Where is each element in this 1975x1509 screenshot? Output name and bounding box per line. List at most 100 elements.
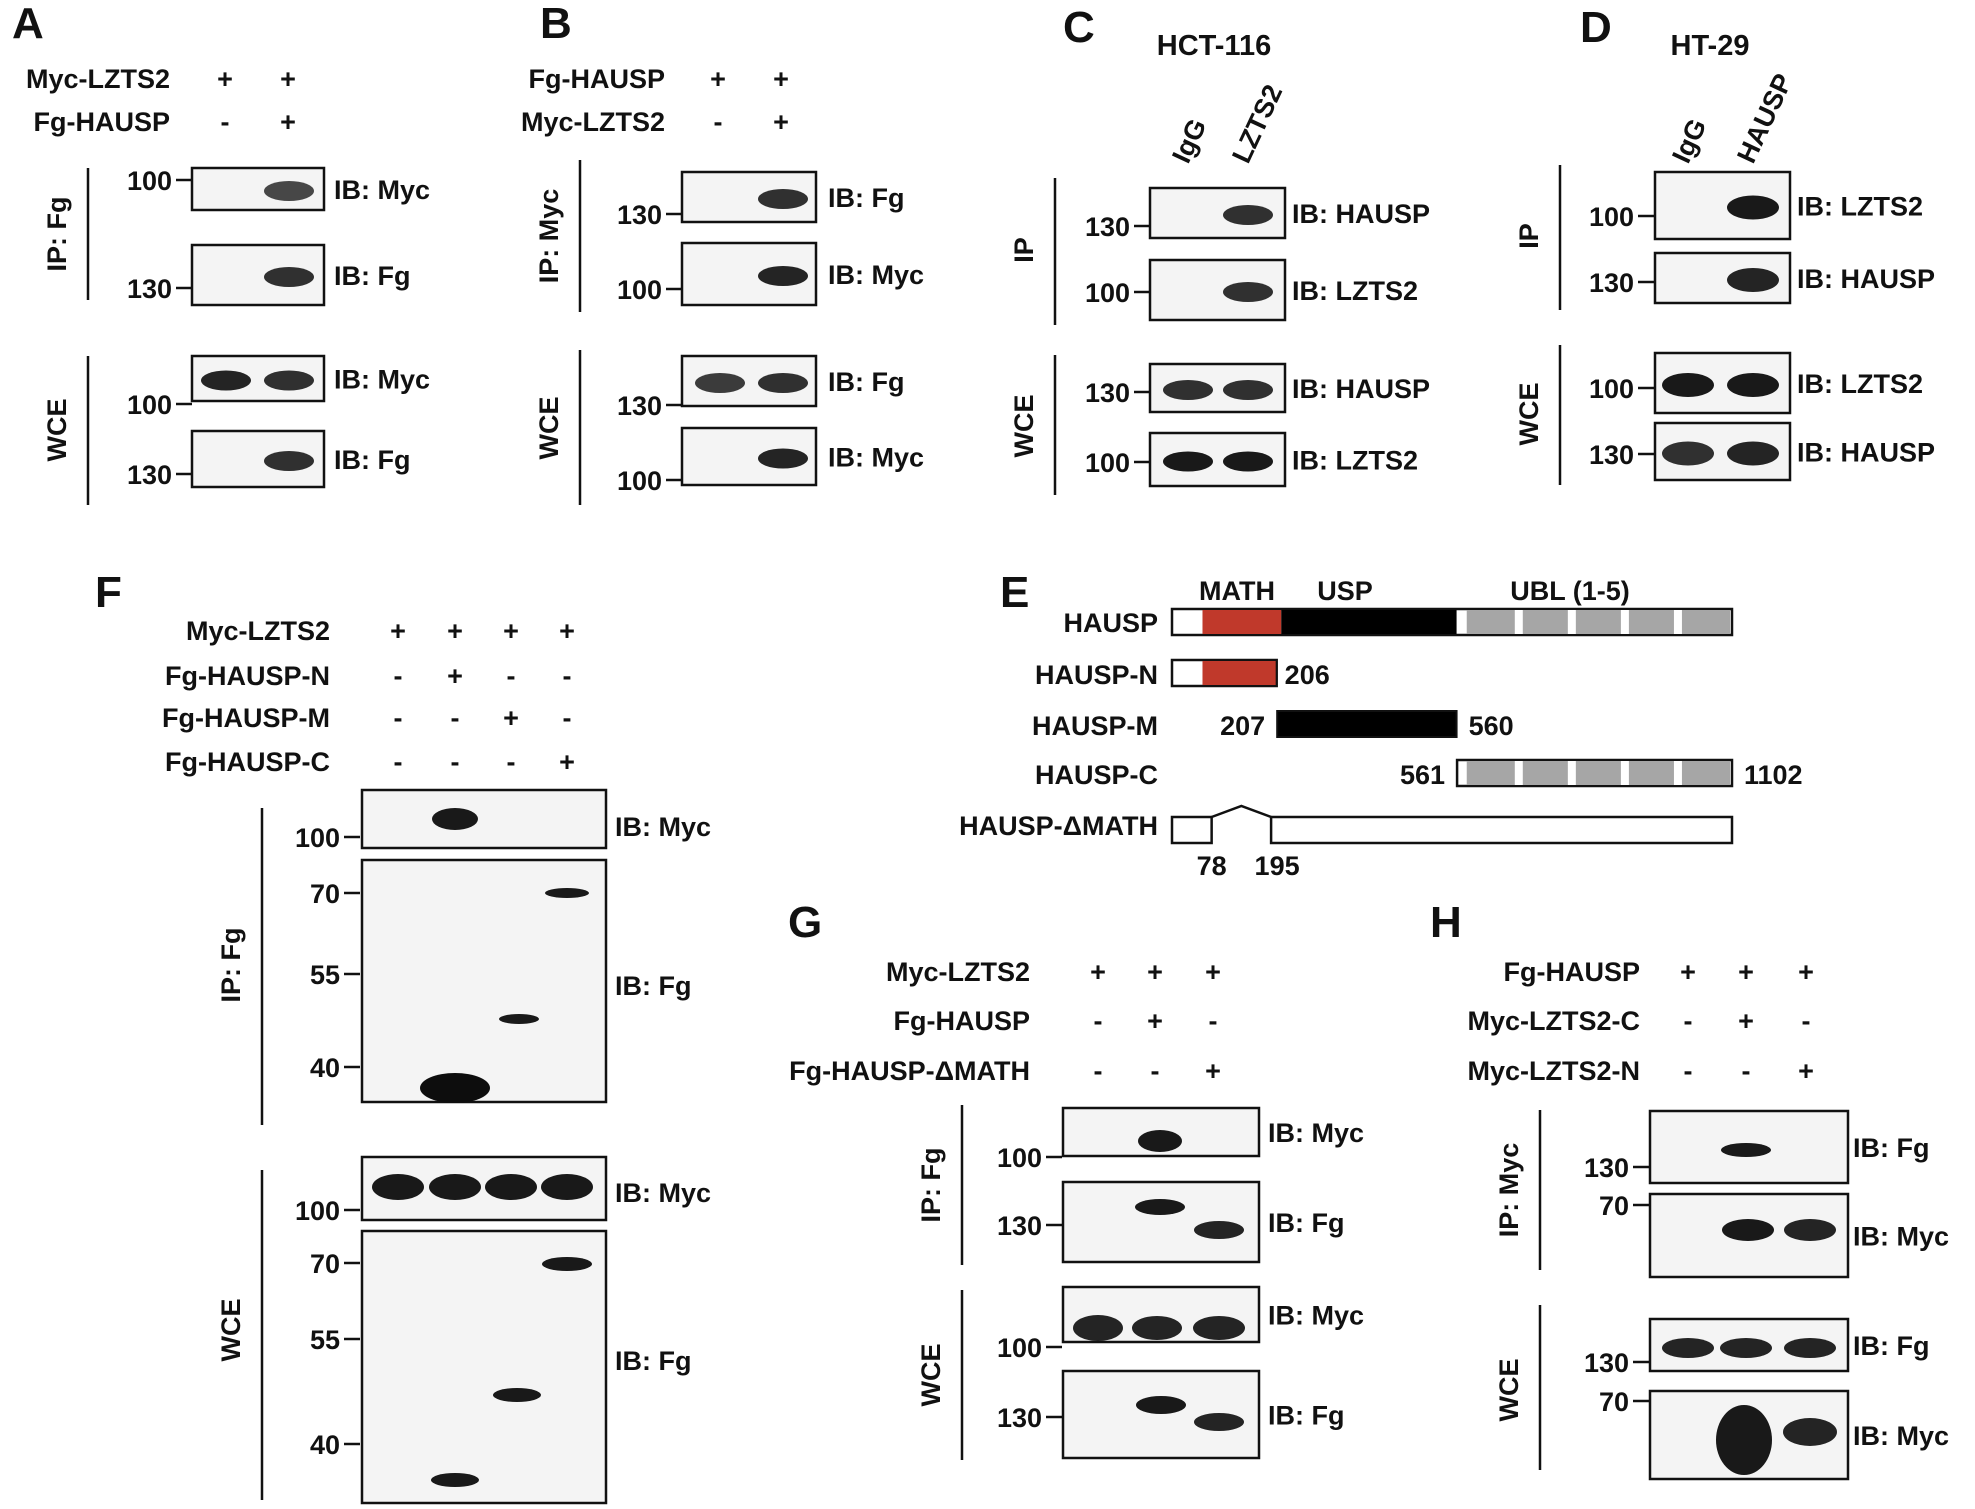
mw-marker: 100 xyxy=(1085,448,1130,478)
condition-label: Myc-LZTS2 xyxy=(521,107,665,137)
ib-label: IB: Myc xyxy=(828,443,924,473)
mw-marker: 100 xyxy=(127,390,172,420)
band xyxy=(1662,373,1714,397)
mw-marker: 100 xyxy=(997,1143,1042,1173)
lane-mark: + xyxy=(1738,957,1754,987)
ib-label: IB: Fg xyxy=(1268,1401,1344,1431)
condition-label: Fg-HAUSP-M xyxy=(162,703,330,733)
residue-label: 1102 xyxy=(1744,760,1803,790)
lane-mark: + xyxy=(447,616,463,646)
ubl-separator xyxy=(1673,610,1682,634)
ib-label: IB: Fg xyxy=(1853,1331,1929,1361)
band xyxy=(1223,380,1273,400)
ib-label: IB: Fg xyxy=(1268,1208,1344,1238)
ib-label: IB: HAUSP xyxy=(1292,374,1430,404)
band xyxy=(432,808,478,830)
ib-label: IB: HAUSP xyxy=(1292,199,1430,229)
ib-label: IB: Fg xyxy=(334,445,410,475)
band xyxy=(1727,441,1779,466)
group-label-ip: IP: Myc xyxy=(1494,1143,1524,1238)
condition-label: Fg-HAUSP xyxy=(34,107,171,137)
panel-f: F Myc-LZTS2 + + + + Fg-HAUSP-N - + - - Fg-HAUSP-M - -… xyxy=(95,568,711,1505)
lane-mark: + xyxy=(1205,1056,1221,1086)
lane-mark: - xyxy=(451,703,460,733)
condition-label: Myc-LZTS2 xyxy=(886,957,1030,987)
lane-mark: + xyxy=(559,616,575,646)
residue-label: 206 xyxy=(1285,660,1330,690)
construct-label: HAUSP xyxy=(1063,608,1158,638)
mw-marker: 130 xyxy=(1584,1153,1629,1183)
band xyxy=(372,1174,424,1200)
condition-label: Fg-HAUSP xyxy=(894,1006,1031,1036)
lane-mark: - xyxy=(1684,1056,1693,1086)
band xyxy=(1722,1219,1774,1241)
condition-label: Myc-LZTS2 xyxy=(186,616,330,646)
band xyxy=(431,1473,479,1487)
mw-marker: 100 xyxy=(617,466,662,496)
residue-label: 207 xyxy=(1220,711,1265,741)
usp-domain xyxy=(1276,710,1458,738)
construct-label: HAUSP-N xyxy=(1035,660,1158,690)
band xyxy=(499,1014,539,1024)
band xyxy=(1073,1315,1123,1341)
mw-marker: 100 xyxy=(295,823,340,853)
ib-label: IB: LZTS2 xyxy=(1292,276,1418,306)
band xyxy=(758,448,808,469)
band xyxy=(1784,1338,1836,1358)
group-label-wce: WCE xyxy=(1009,395,1039,458)
band xyxy=(1727,195,1779,220)
blot xyxy=(360,858,608,1104)
band xyxy=(758,266,808,286)
mw-marker: 130 xyxy=(1085,378,1130,408)
mw-marker: 130 xyxy=(127,460,172,490)
lane-mark: + xyxy=(1147,957,1163,987)
ib-label: IB: Myc xyxy=(334,175,430,205)
band xyxy=(1662,1338,1714,1358)
ubl-separator xyxy=(1514,761,1523,785)
ib-label: IB: LZTS2 xyxy=(1797,192,1923,222)
panel-a: A Myc-LZTS2 + + Fg-HAUSP - + IB: Myc 100 IB: Fg 13… xyxy=(12,0,430,505)
mw-marker: 130 xyxy=(617,200,662,230)
lane-mark: + xyxy=(1738,1006,1754,1036)
lane-mark: + xyxy=(503,616,519,646)
lane-label: HAUSP xyxy=(1731,69,1798,167)
lane-mark: + xyxy=(1798,957,1814,987)
lane-mark: - xyxy=(563,661,572,691)
ubl-separator xyxy=(1567,610,1576,634)
band xyxy=(264,370,314,391)
band xyxy=(1223,282,1273,302)
panel-letter: F xyxy=(95,568,122,617)
band xyxy=(1720,1338,1772,1358)
lane-mark: - xyxy=(451,747,460,777)
cell-line-label: HT-29 xyxy=(1671,30,1750,62)
lane-mark: + xyxy=(280,64,296,94)
band xyxy=(485,1174,537,1200)
ib-label: IB: Myc xyxy=(615,812,711,842)
band xyxy=(1193,1316,1245,1340)
blot xyxy=(360,1229,608,1505)
lane-mark: - xyxy=(221,107,230,137)
group-label-wce: WCE xyxy=(216,1299,246,1362)
group-label-wce: WCE xyxy=(1494,1359,1524,1422)
condition-label: Fg-HAUSP-C xyxy=(165,747,330,777)
band xyxy=(758,189,808,209)
group-label-wce: WCE xyxy=(1514,383,1544,446)
group-label-ip: IP: Fg xyxy=(216,928,246,1003)
mw-marker: 100 xyxy=(997,1333,1042,1363)
ib-label: IB: HAUSP xyxy=(1797,264,1935,294)
condition-label: Myc-LZTS2 xyxy=(26,64,170,94)
mw-marker: 130 xyxy=(1584,1348,1629,1378)
construct-bar xyxy=(1269,815,1734,845)
band xyxy=(429,1174,481,1200)
mw-marker: 70 xyxy=(310,1249,340,1279)
mw-marker: 100 xyxy=(1589,374,1634,404)
condition-label: Myc-LZTS2-C xyxy=(1467,1006,1640,1036)
lane-mark: + xyxy=(280,107,296,137)
panel-letter: G xyxy=(788,898,822,947)
group-label-wce: WCE xyxy=(916,1344,946,1407)
mw-marker: 100 xyxy=(1085,278,1130,308)
condition-label: Fg-HAUSP-ΔMATH xyxy=(789,1056,1030,1086)
ib-label: IB: Fg xyxy=(1853,1133,1929,1163)
ib-label: IB: LZTS2 xyxy=(1797,369,1923,399)
